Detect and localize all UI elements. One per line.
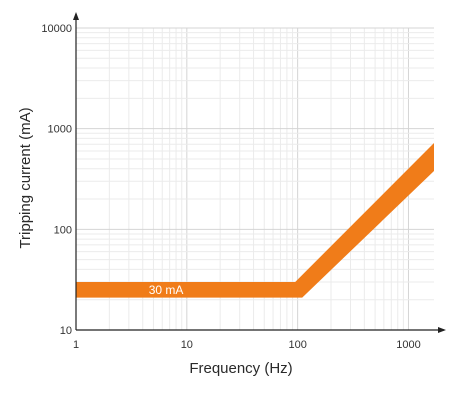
x-tick-label: 100: [288, 339, 306, 351]
x-tick-label: 1: [73, 339, 79, 351]
chart-axes: [73, 12, 446, 333]
y-tick-label: 10: [60, 325, 72, 337]
tripping-band: [76, 143, 434, 298]
y-axis-arrow: [73, 12, 79, 20]
x-tick-label: 1000: [396, 339, 420, 351]
band-layer: 30 mA: [76, 143, 434, 298]
x-tick-label: 10: [181, 339, 193, 351]
chart-grid: [75, 27, 434, 331]
y-axis-title: Tripping current (mA): [17, 107, 34, 248]
y-tick-label: 100: [54, 224, 72, 236]
band-label: 30 mA: [149, 283, 184, 297]
y-tick-label: 1000: [48, 124, 72, 136]
y-tick-label: 10000: [41, 23, 72, 35]
x-axis-title: Frequency (Hz): [189, 360, 292, 377]
x-axis-arrow: [438, 327, 446, 333]
